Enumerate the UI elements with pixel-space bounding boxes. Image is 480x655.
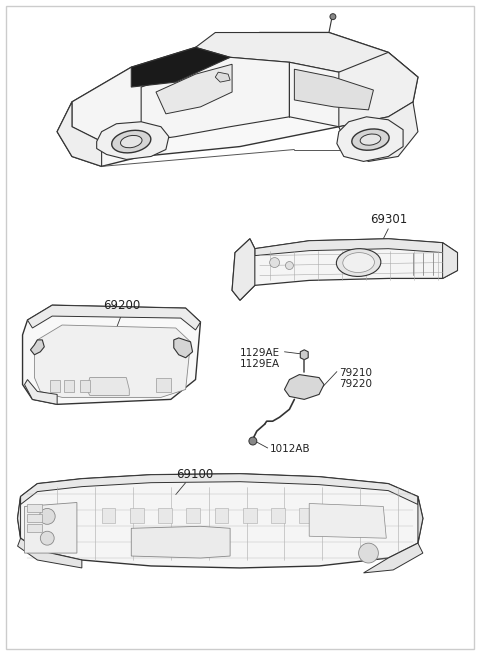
Polygon shape [309, 504, 386, 538]
Polygon shape [87, 377, 129, 396]
Polygon shape [216, 72, 230, 82]
Polygon shape [18, 496, 21, 538]
Polygon shape [289, 62, 378, 126]
Polygon shape [21, 474, 418, 504]
Polygon shape [131, 47, 230, 87]
Polygon shape [156, 64, 232, 114]
Circle shape [270, 257, 279, 267]
Polygon shape [285, 375, 324, 400]
Polygon shape [35, 325, 191, 398]
Polygon shape [72, 67, 186, 141]
Polygon shape [300, 350, 308, 360]
Polygon shape [64, 379, 74, 392]
Circle shape [40, 531, 54, 545]
Polygon shape [186, 508, 200, 523]
Polygon shape [363, 543, 423, 573]
Polygon shape [255, 239, 443, 255]
Polygon shape [26, 524, 42, 533]
Polygon shape [57, 33, 418, 166]
Polygon shape [174, 338, 192, 358]
Polygon shape [337, 117, 403, 161]
Polygon shape [418, 496, 423, 543]
Polygon shape [158, 508, 172, 523]
Polygon shape [96, 122, 169, 159]
Polygon shape [232, 239, 457, 300]
Polygon shape [130, 508, 144, 523]
Polygon shape [30, 340, 44, 355]
Polygon shape [156, 377, 171, 392]
Ellipse shape [336, 249, 381, 276]
Circle shape [330, 14, 336, 20]
Text: 69200: 69200 [103, 299, 140, 312]
Text: 1129EA: 1129EA [240, 359, 280, 369]
Ellipse shape [112, 130, 151, 153]
Polygon shape [443, 243, 457, 278]
Polygon shape [300, 508, 313, 523]
Polygon shape [27, 305, 201, 330]
Ellipse shape [352, 129, 389, 150]
Ellipse shape [120, 136, 142, 148]
Polygon shape [243, 508, 257, 523]
Polygon shape [195, 33, 418, 82]
Text: 69100: 69100 [176, 468, 213, 481]
Text: 1012AB: 1012AB [270, 444, 310, 454]
Polygon shape [26, 504, 42, 512]
Polygon shape [57, 102, 102, 166]
Polygon shape [50, 379, 60, 392]
Polygon shape [102, 508, 116, 523]
Polygon shape [18, 538, 82, 568]
Polygon shape [271, 508, 285, 523]
Polygon shape [294, 69, 373, 110]
Circle shape [249, 437, 257, 445]
Polygon shape [131, 527, 230, 558]
Ellipse shape [360, 134, 381, 145]
Ellipse shape [343, 253, 374, 272]
Circle shape [286, 261, 293, 269]
Polygon shape [80, 379, 90, 392]
Polygon shape [141, 57, 289, 141]
Polygon shape [24, 502, 77, 553]
Polygon shape [339, 102, 418, 161]
Circle shape [359, 543, 378, 563]
Text: 1129AE: 1129AE [240, 348, 280, 358]
Circle shape [39, 508, 55, 524]
Polygon shape [215, 508, 228, 523]
Polygon shape [18, 474, 423, 568]
Polygon shape [24, 379, 57, 404]
Polygon shape [26, 514, 42, 522]
Polygon shape [23, 305, 201, 404]
Text: 69301: 69301 [370, 213, 407, 226]
Polygon shape [232, 239, 255, 300]
Polygon shape [339, 52, 418, 126]
Text: 79210: 79210 [339, 367, 372, 378]
Text: 79220: 79220 [339, 379, 372, 388]
